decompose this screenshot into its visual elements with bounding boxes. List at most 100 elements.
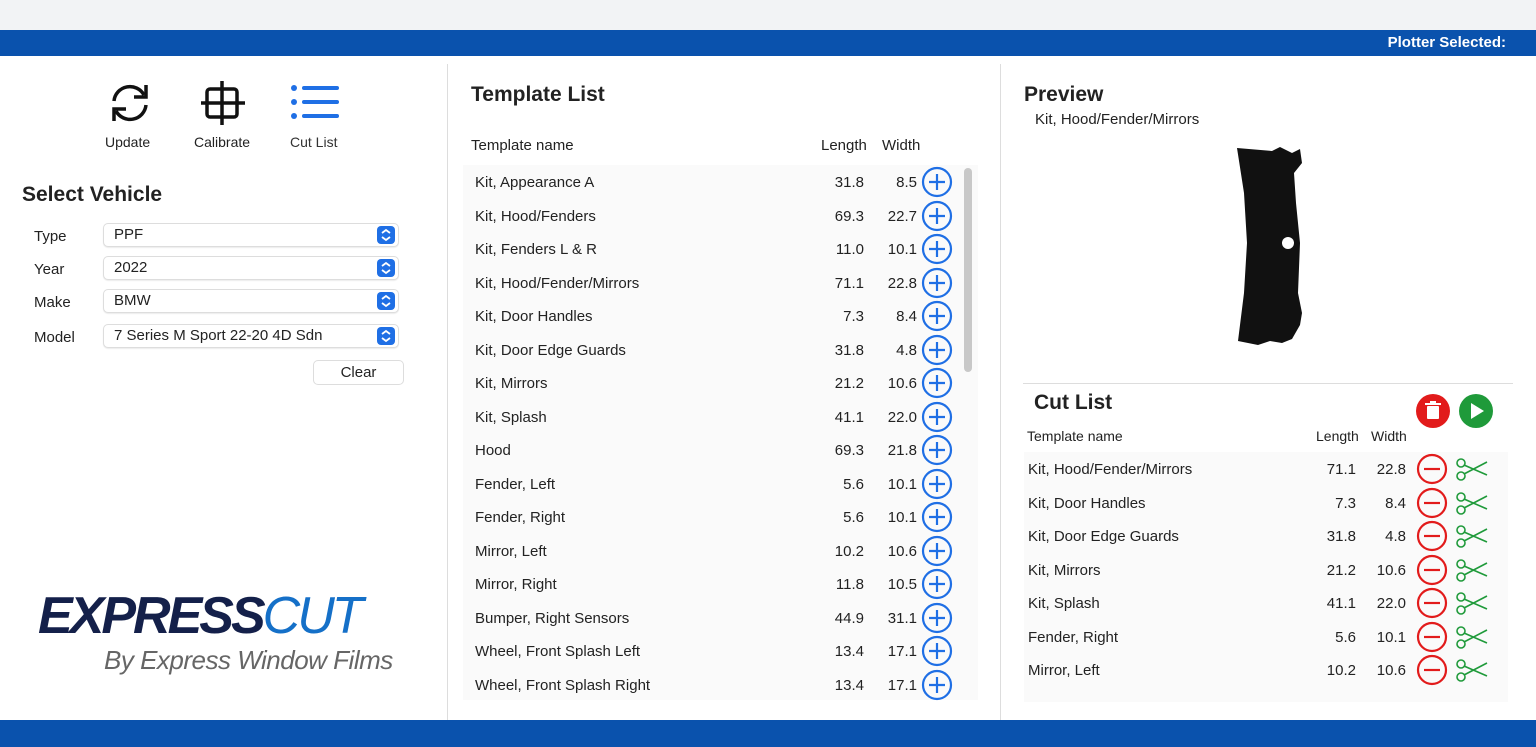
select-value: BMW bbox=[114, 292, 151, 309]
select[interactable]: 2022 bbox=[103, 256, 399, 280]
column-header: Width bbox=[882, 137, 921, 154]
field-label: Year bbox=[34, 261, 65, 278]
cut-button[interactable] bbox=[1455, 487, 1489, 521]
cut-name: Kit, Mirrors bbox=[1028, 561, 1101, 579]
template-width: 10.1 bbox=[887, 509, 917, 526]
template-length: 69.3 bbox=[834, 207, 864, 225]
add-button[interactable] bbox=[921, 166, 955, 200]
remove-button[interactable] bbox=[1416, 453, 1450, 487]
top-strip bbox=[0, 0, 1536, 30]
add-button[interactable] bbox=[921, 200, 955, 234]
cut-actions bbox=[1416, 394, 1493, 428]
column-header: Template name bbox=[1027, 428, 1123, 444]
cut-name: Kit, Hood/Fender/Mirrors bbox=[1028, 461, 1193, 478]
select[interactable]: 7 Series M Sport 22-20 4D Sdn bbox=[103, 324, 399, 348]
cut-list-icon[interactable] bbox=[290, 82, 340, 122]
divider bbox=[447, 64, 448, 720]
add-button[interactable] bbox=[921, 367, 955, 401]
cut-button[interactable] bbox=[1455, 654, 1489, 688]
scrollbar[interactable] bbox=[964, 168, 972, 372]
remove-button[interactable] bbox=[1416, 520, 1450, 554]
template-width: 4.8 bbox=[896, 341, 917, 359]
template-width: 17.1 bbox=[887, 676, 917, 694]
cut-name: Mirror, Left bbox=[1028, 662, 1100, 679]
template-length: 5.6 bbox=[843, 475, 864, 493]
add-button[interactable] bbox=[921, 401, 955, 435]
delete-all-button[interactable] bbox=[1416, 394, 1450, 428]
remove-button[interactable] bbox=[1416, 654, 1450, 688]
template-name: Fender, Left bbox=[475, 475, 556, 493]
template-name: Mirror, Right bbox=[475, 576, 557, 593]
logo-text: CUT bbox=[262, 587, 364, 645]
field-label: Type bbox=[34, 228, 67, 245]
template-name: Kit, Appearance A bbox=[475, 174, 595, 191]
select[interactable]: PPF bbox=[103, 223, 399, 247]
add-button[interactable] bbox=[921, 669, 955, 703]
cut-button[interactable] bbox=[1455, 554, 1489, 588]
cut-button[interactable] bbox=[1455, 621, 1489, 655]
select-value: 7 Series M Sport 22-20 4D Sdn bbox=[114, 327, 323, 344]
template-width: 10.6 bbox=[887, 375, 917, 392]
template-width: 8.5 bbox=[896, 174, 917, 191]
template-length: 31.8 bbox=[834, 174, 864, 191]
template-name: Kit, Fenders L & R bbox=[475, 241, 597, 258]
template-name: Fender, Right bbox=[475, 509, 566, 526]
cut-button[interactable] bbox=[1455, 520, 1489, 554]
start-cut-button[interactable] bbox=[1459, 394, 1493, 428]
cut-button[interactable] bbox=[1455, 587, 1489, 621]
header-bar: Plotter Selected: bbox=[0, 30, 1536, 56]
field-label: Make bbox=[34, 294, 71, 311]
template-name: Hood bbox=[475, 442, 511, 459]
template-length: 13.4 bbox=[834, 643, 864, 660]
select[interactable]: BMW bbox=[103, 289, 399, 313]
section-title: Select Vehicle bbox=[22, 183, 163, 206]
cut-button[interactable] bbox=[1455, 453, 1489, 487]
template-name: Kit, Door Handles bbox=[475, 308, 593, 325]
toolbar-label[interactable]: Calibrate bbox=[194, 134, 251, 150]
cut-length: 21.2 bbox=[1326, 561, 1356, 579]
add-button[interactable] bbox=[921, 535, 955, 569]
preview-shape bbox=[1237, 147, 1302, 345]
cut-name: Kit, Door Handles bbox=[1028, 494, 1146, 512]
cut-length: 5.6 bbox=[1335, 628, 1356, 646]
add-button[interactable] bbox=[921, 334, 955, 368]
add-button[interactable] bbox=[921, 267, 955, 301]
clear-button[interactable]: Clear bbox=[313, 360, 404, 385]
toolbar-label[interactable]: Update bbox=[105, 134, 151, 150]
remove-button[interactable] bbox=[1416, 587, 1450, 621]
add-button[interactable] bbox=[921, 468, 955, 502]
footer-bar bbox=[0, 720, 1536, 747]
add-button[interactable] bbox=[921, 568, 955, 602]
cut-width: 8.4 bbox=[1385, 494, 1406, 512]
update-icon[interactable] bbox=[106, 79, 154, 127]
toolbar-label[interactable]: Cut List bbox=[290, 134, 338, 150]
template-length: 11.8 bbox=[835, 576, 864, 593]
plotter-label: Plotter Selected: bbox=[1387, 34, 1506, 51]
add-button[interactable] bbox=[921, 635, 955, 669]
column-header: Template name bbox=[471, 137, 574, 154]
logo: EXPRESSCUT bbox=[38, 587, 364, 645]
add-button[interactable] bbox=[921, 602, 955, 636]
select-value: PPF bbox=[114, 226, 144, 243]
template-length: 10.2 bbox=[834, 542, 864, 560]
cut-length: 71.1 bbox=[1326, 461, 1356, 478]
cut-width: 10.6 bbox=[1376, 561, 1406, 579]
template-length: 41.1 bbox=[834, 408, 864, 426]
template-width: 10.6 bbox=[887, 542, 917, 560]
template-name: Bumper, Right Sensors bbox=[475, 609, 630, 627]
template-length: 21.2 bbox=[834, 375, 864, 392]
section-title: Cut List bbox=[1034, 391, 1113, 414]
add-button[interactable] bbox=[921, 233, 955, 267]
remove-button[interactable] bbox=[1416, 621, 1450, 655]
add-button[interactable] bbox=[921, 300, 955, 334]
template-name: Kit, Hood/Fenders bbox=[475, 207, 596, 225]
field-label: Model bbox=[34, 329, 75, 346]
calibrate-icon[interactable] bbox=[199, 79, 247, 127]
add-button[interactable] bbox=[921, 434, 955, 468]
remove-button[interactable] bbox=[1416, 487, 1450, 521]
column-header: Length bbox=[821, 137, 867, 154]
remove-button[interactable] bbox=[1416, 554, 1450, 588]
template-width: 10.5 bbox=[887, 576, 917, 593]
add-button[interactable] bbox=[921, 501, 955, 535]
